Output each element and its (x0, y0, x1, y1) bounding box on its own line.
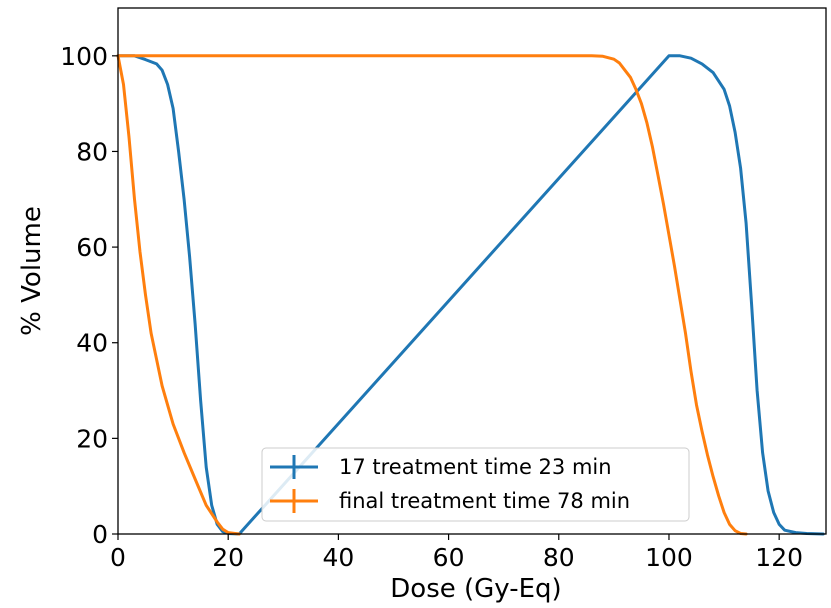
y-axis-label: % Volume (17, 206, 47, 336)
x-axis-ticks: 0 20 40 60 80 100 120 (110, 534, 803, 572)
x-tick-label: 40 (322, 543, 354, 572)
y-tick-label: 0 (92, 520, 108, 549)
legend-label: final treatment time 78 min (339, 489, 630, 513)
series-1-curve-1 (116, 54, 825, 536)
curves-layer (116, 54, 825, 536)
plot-frame (117, 7, 827, 535)
x-tick-label: 0 (110, 543, 126, 572)
y-tick-label: 60 (76, 233, 108, 262)
x-tick-label: 80 (543, 543, 575, 572)
y-axis-ticks: 0 20 40 60 80 100 (60, 42, 118, 549)
legend-items: 17 treatment time 23 min final treatment … (270, 455, 630, 513)
x-tick-label: 20 (212, 543, 244, 572)
x-tick-label: 100 (645, 543, 693, 572)
x-tick-label: 60 (433, 543, 465, 572)
x-axis-label: Dose (Gy-Eq) (390, 574, 561, 604)
legend-label: 17 treatment time 23 min (339, 455, 612, 479)
legend: 17 treatment time 23 min final treatment … (261, 447, 690, 522)
y-tick-label: 100 (60, 42, 108, 71)
series-2-curve-1 (116, 54, 241, 536)
legend-box (261, 447, 690, 522)
y-tick-label: 20 (76, 424, 108, 453)
series-2-curve-2 (116, 54, 748, 536)
y-tick-label: 40 (76, 329, 108, 358)
plot-area (118, 8, 826, 534)
x-tick-label: 120 (755, 543, 803, 572)
y-tick-label: 80 (76, 137, 108, 166)
